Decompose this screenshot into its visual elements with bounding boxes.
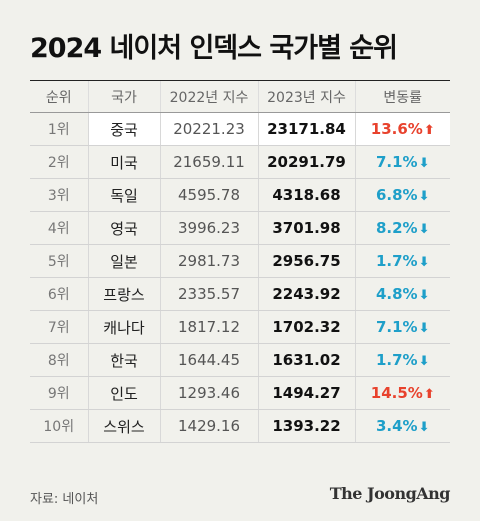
change-cell: 1.7%⬇ <box>355 244 450 278</box>
value-2023-cell: 4318.68 <box>258 178 356 212</box>
header-country: 국가 <box>88 81 161 113</box>
country-cell: 미국 <box>88 145 161 179</box>
value-2023-cell: 20291.79 <box>258 145 356 179</box>
rank-cell: 5위 <box>30 244 89 278</box>
arrow-up-icon: ⬆ <box>423 387 435 402</box>
header-2022: 2022년 지수 <box>160 81 259 113</box>
change-cell: 14.5%⬆ <box>355 376 450 410</box>
value-2022-cell: 20221.23 <box>160 112 259 146</box>
arrow-down-icon: ⬇ <box>418 420 430 435</box>
change-value: 13.6% <box>370 120 423 138</box>
value-2023-cell: 23171.84 <box>258 112 356 146</box>
arrow-down-icon: ⬇ <box>418 288 430 303</box>
value-2022-cell: 3996.23 <box>160 211 259 245</box>
change-value: 8.2% <box>375 219 418 237</box>
value-2023-cell: 2243.92 <box>258 277 356 311</box>
value-2023-cell: 3701.98 <box>258 211 356 245</box>
value-2022-cell: 1429.16 <box>160 409 259 443</box>
change-value: 3.4% <box>375 417 418 435</box>
rank-cell: 8위 <box>30 343 89 377</box>
change-value: 1.7% <box>375 252 418 270</box>
change-cell: 13.6%⬆ <box>355 112 450 146</box>
table-row: 3위 독일 4595.78 4318.68 6.8%⬇ <box>30 178 450 212</box>
table-row: 6위 프랑스 2335.57 2243.92 4.8%⬇ <box>30 277 450 311</box>
change-value: 14.5% <box>370 384 423 402</box>
arrow-down-icon: ⬇ <box>418 255 430 270</box>
rank-cell: 6위 <box>30 277 89 311</box>
value-2022-cell: 1817.12 <box>160 310 259 344</box>
value-2022-cell: 2981.73 <box>160 244 259 278</box>
change-cell: 6.8%⬇ <box>355 178 450 212</box>
change-cell: 4.8%⬇ <box>355 277 450 311</box>
country-cell: 스위스 <box>88 409 161 443</box>
change-value: 7.1% <box>375 153 418 171</box>
header-row: 순위 국가 2022년 지수 2023년 지수 변동률 <box>30 81 450 113</box>
country-cell: 독일 <box>88 178 161 212</box>
value-2023-cell: 1631.02 <box>258 343 356 377</box>
table-row: 9위 인도 1293.46 1494.27 14.5%⬆ <box>30 376 450 410</box>
rank-cell: 1위 <box>30 112 89 146</box>
table-row: 4위 영국 3996.23 3701.98 8.2%⬇ <box>30 211 450 245</box>
country-cell: 프랑스 <box>88 277 161 311</box>
chart-title: 2024 네이처 인덱스 국가별 순위 <box>30 33 398 64</box>
arrow-up-icon: ⬆ <box>423 123 435 138</box>
value-2023-cell: 1494.27 <box>258 376 356 410</box>
country-cell: 일본 <box>88 244 161 278</box>
value-2022-cell: 2335.57 <box>160 277 259 311</box>
table-row: 10위 스위스 1429.16 1393.22 3.4%⬇ <box>30 409 450 443</box>
arrow-down-icon: ⬇ <box>418 222 430 237</box>
change-value: 6.8% <box>375 186 418 204</box>
change-cell: 8.2%⬇ <box>355 211 450 245</box>
country-cell: 캐나다 <box>88 310 161 344</box>
rank-cell: 3위 <box>30 178 89 212</box>
rank-cell: 2위 <box>30 145 89 179</box>
rank-cell: 10위 <box>30 409 89 443</box>
country-cell: 중국 <box>88 112 161 146</box>
value-2023-cell: 1702.32 <box>258 310 356 344</box>
value-2022-cell: 1293.46 <box>160 376 259 410</box>
change-cell: 7.1%⬇ <box>355 310 450 344</box>
value-2023-cell: 2956.75 <box>258 244 356 278</box>
top-rule <box>30 80 450 81</box>
rank-cell: 9위 <box>30 376 89 410</box>
change-value: 4.8% <box>375 285 418 303</box>
change-cell: 3.4%⬇ <box>355 409 450 443</box>
value-2022-cell: 21659.11 <box>160 145 259 179</box>
header-2023: 2023년 지수 <box>258 81 356 113</box>
country-cell: 한국 <box>88 343 161 377</box>
arrow-down-icon: ⬇ <box>418 321 430 336</box>
value-2022-cell: 4595.78 <box>160 178 259 212</box>
value-2022-cell: 1644.45 <box>160 343 259 377</box>
change-cell: 7.1%⬇ <box>355 145 450 179</box>
ranking-table: 순위 국가 2022년 지수 2023년 지수 변동률 1위 중국 20221.23… <box>30 81 450 443</box>
change-value: 7.1% <box>375 318 418 336</box>
table-row: 8위 한국 1644.45 1631.02 1.7%⬇ <box>30 343 450 377</box>
brand-logo: The JoongAng <box>329 484 451 503</box>
country-cell: 인도 <box>88 376 161 410</box>
table-row: 2위 미국 21659.11 20291.79 7.1%⬇ <box>30 145 450 179</box>
table-row: 5위 일본 2981.73 2956.75 1.7%⬇ <box>30 244 450 278</box>
rank-cell: 4위 <box>30 211 89 245</box>
rank-cell: 7위 <box>30 310 89 344</box>
table-row: 7위 캐나다 1817.12 1702.32 7.1%⬇ <box>30 310 450 344</box>
change-cell: 1.7%⬇ <box>355 343 450 377</box>
header-rank: 순위 <box>30 81 89 113</box>
table-body: 1위 중국 20221.23 23171.84 13.6%⬆ 2위 미국 21659.11 20… <box>30 112 450 443</box>
change-value: 1.7% <box>375 351 418 369</box>
arrow-down-icon: ⬇ <box>418 156 430 171</box>
header-change: 변동률 <box>355 81 450 113</box>
table-row: 1위 중국 20221.23 23171.84 13.6%⬆ <box>30 112 450 146</box>
source-note: 자료: 네이처 <box>30 492 99 507</box>
arrow-down-icon: ⬇ <box>418 189 430 204</box>
arrow-down-icon: ⬇ <box>418 354 430 369</box>
country-cell: 영국 <box>88 211 161 245</box>
value-2023-cell: 1393.22 <box>258 409 356 443</box>
